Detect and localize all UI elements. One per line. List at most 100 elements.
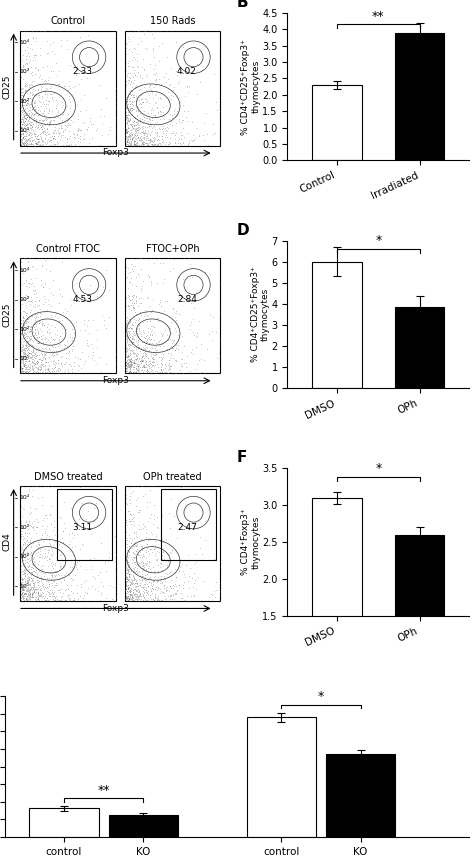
Point [35, 317, 43, 331]
Point [54, 364, 62, 378]
Point [27, 344, 35, 358]
Point [124, 573, 131, 587]
Point [124, 121, 131, 135]
Point [157, 593, 164, 607]
Point [134, 348, 142, 362]
Point [165, 112, 173, 126]
Point [121, 363, 128, 377]
Point [135, 312, 143, 326]
Point [143, 586, 150, 600]
Point [124, 349, 132, 362]
Point [141, 592, 148, 606]
Point [201, 533, 208, 547]
Point [133, 338, 141, 352]
Point [63, 338, 71, 352]
Text: F: F [237, 450, 247, 465]
Point [70, 127, 77, 141]
Point [45, 577, 53, 591]
Point [130, 350, 138, 363]
Point [31, 327, 38, 341]
Point [23, 314, 30, 328]
Point [64, 362, 71, 376]
Point [159, 545, 166, 558]
Point [178, 24, 185, 38]
Point [133, 54, 140, 68]
Point [19, 72, 27, 85]
Point [125, 364, 133, 378]
Point [78, 345, 86, 359]
Point [142, 562, 150, 576]
Point [50, 589, 57, 603]
Point [126, 324, 133, 338]
Point [31, 586, 39, 600]
Point [35, 113, 43, 127]
Point [146, 562, 154, 576]
Point [21, 65, 29, 79]
Point [128, 251, 136, 265]
Point [140, 342, 148, 356]
Point [29, 562, 36, 576]
Point [130, 134, 138, 148]
Point [26, 128, 33, 142]
Point [123, 333, 130, 347]
Point [141, 125, 148, 139]
Point [69, 573, 77, 587]
Point [164, 346, 172, 360]
Point [80, 132, 87, 146]
Point [188, 345, 195, 359]
Point [48, 586, 55, 600]
Point [36, 293, 43, 306]
Point [123, 115, 131, 129]
Point [131, 88, 138, 102]
Point [20, 564, 28, 577]
Point [83, 123, 91, 137]
Point [88, 117, 95, 131]
Point [122, 577, 129, 591]
Point [133, 577, 141, 591]
Point [158, 132, 166, 146]
Point [135, 585, 143, 599]
Point [164, 363, 172, 377]
Point [19, 124, 27, 138]
Point [138, 123, 146, 136]
Point [48, 548, 55, 562]
Point [161, 571, 168, 585]
Point [133, 584, 140, 598]
Point [19, 589, 27, 602]
Point [36, 582, 44, 595]
Point [129, 130, 137, 144]
Point [145, 88, 153, 102]
Point [28, 123, 36, 136]
Point [33, 570, 41, 583]
Point [122, 583, 129, 596]
Point [25, 484, 33, 498]
Point [121, 111, 128, 125]
Point [131, 137, 138, 151]
Point [28, 362, 36, 375]
Point [125, 580, 133, 594]
Point [112, 568, 119, 582]
Point [144, 121, 151, 135]
Point [135, 593, 143, 607]
Point [137, 97, 144, 110]
Point [20, 251, 27, 265]
Point [31, 123, 39, 137]
Point [35, 89, 43, 103]
Point [166, 322, 174, 336]
Point [46, 587, 54, 601]
Point [217, 314, 224, 328]
Point [128, 532, 136, 546]
Point [172, 343, 179, 357]
Point [31, 589, 39, 602]
Point [17, 313, 25, 327]
Point [27, 310, 35, 324]
Point [79, 538, 86, 551]
Point [123, 570, 131, 584]
Point [156, 573, 164, 587]
Point [128, 132, 135, 146]
Point [121, 346, 129, 360]
Point [123, 79, 130, 92]
Point [41, 358, 49, 372]
Point [68, 365, 76, 379]
Point [27, 346, 35, 360]
